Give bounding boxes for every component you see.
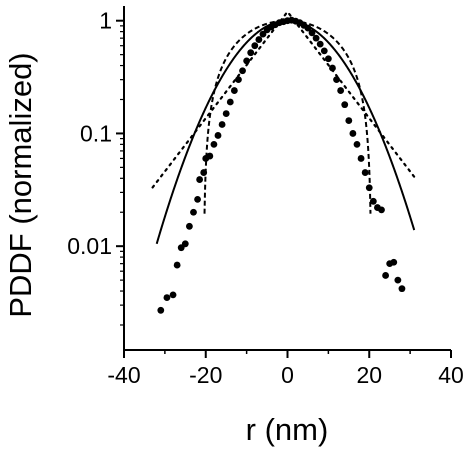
data-point <box>200 169 208 176</box>
data-point <box>186 222 193 230</box>
dotted-curve <box>151 10 416 189</box>
data-point <box>329 64 336 72</box>
data-point <box>312 34 320 42</box>
data-point <box>169 291 177 299</box>
data-point <box>243 57 251 65</box>
y-tick-label: 0.01 <box>67 233 112 259</box>
data-point <box>304 24 312 32</box>
data-point <box>341 101 349 109</box>
data-point <box>382 272 389 279</box>
data-point <box>320 47 328 55</box>
data-point <box>365 184 373 192</box>
data-point <box>337 87 345 94</box>
data-point <box>369 197 377 205</box>
x-tick-label: -40 <box>107 362 140 388</box>
data-point <box>251 42 259 50</box>
data-point <box>398 285 406 293</box>
data-points <box>157 16 406 314</box>
data-point <box>353 140 361 148</box>
data-point <box>226 98 234 106</box>
data-point <box>316 40 324 48</box>
y-axis-title: PDDF (normalized) <box>3 52 38 317</box>
data-point <box>181 240 189 248</box>
y-tick-label: 0.1 <box>80 120 112 146</box>
data-point <box>196 176 204 183</box>
data-point <box>378 206 385 214</box>
x-axis-title: r (nm) <box>246 412 329 447</box>
data-point <box>333 76 340 84</box>
data-point <box>394 276 402 284</box>
data-point <box>235 76 242 84</box>
x-tick-label: 40 <box>438 362 464 388</box>
ticks: -40 -20 0 20 40 0.01 0.1 1 <box>67 8 464 388</box>
x-tick-label: -20 <box>189 362 222 388</box>
x-tick-label: 20 <box>356 362 382 388</box>
data-point <box>214 132 222 139</box>
y-tick-label: 1 <box>99 8 112 34</box>
data-point <box>190 208 197 216</box>
data-point <box>361 169 369 176</box>
data-point <box>173 261 181 269</box>
data-point <box>239 67 246 75</box>
data-point <box>259 30 267 38</box>
data-point <box>349 130 357 137</box>
data-point <box>222 110 230 117</box>
data-point <box>206 152 214 160</box>
data-point <box>247 49 255 57</box>
data-point <box>163 294 171 301</box>
data-point <box>345 117 353 124</box>
x-tick-label: 0 <box>281 362 294 388</box>
dashed-curve <box>203 19 372 214</box>
data-point <box>357 155 365 162</box>
data-point <box>210 140 218 148</box>
data-point <box>194 196 201 203</box>
axes <box>123 6 451 351</box>
data-point <box>390 258 398 266</box>
data-point <box>324 55 332 63</box>
data-point <box>308 29 316 37</box>
data-point <box>218 121 226 128</box>
data-point <box>157 306 165 314</box>
data-point <box>255 36 263 43</box>
data-point <box>230 87 238 94</box>
